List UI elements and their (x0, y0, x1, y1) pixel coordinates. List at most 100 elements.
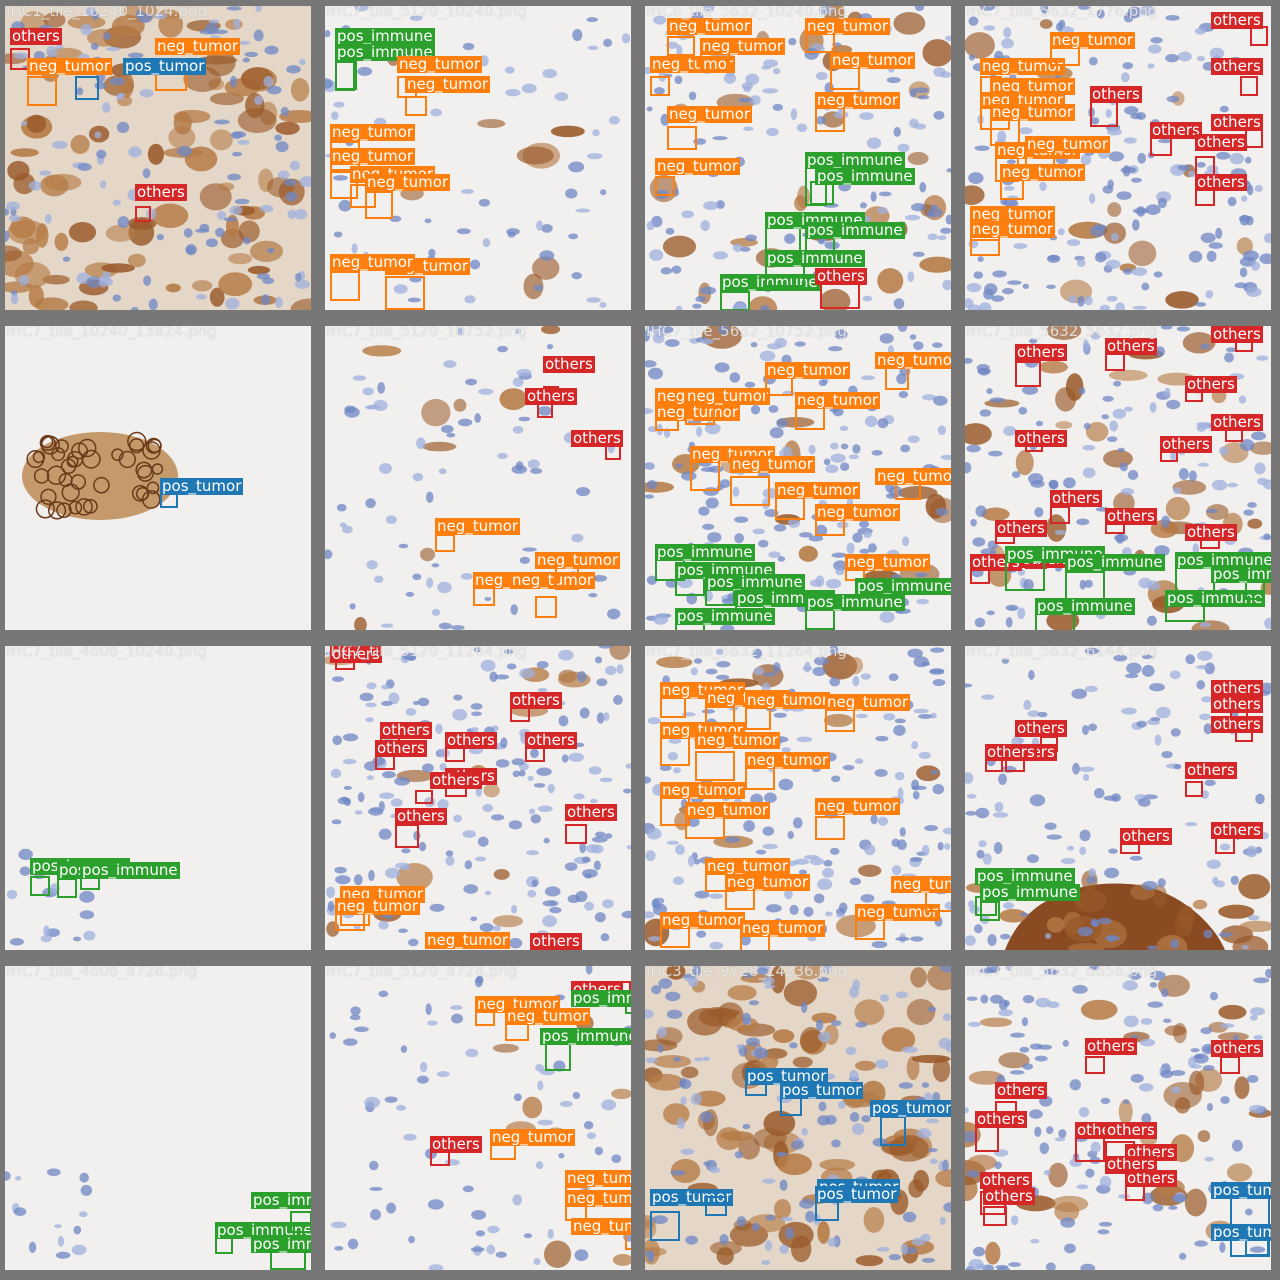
image-tile: IHC7_tile_4608_10240.pngpos_immunepos_im… (5, 646, 311, 950)
bounding-box (405, 96, 427, 116)
bounding-box (1050, 506, 1070, 524)
detection-label: others (571, 429, 623, 447)
detection-label: neg_tumor (571, 1218, 631, 1235)
detection-label: neg_tumor (490, 1128, 576, 1146)
detection-label: others (1105, 337, 1157, 355)
bounding-box (675, 576, 705, 596)
detection-label: others (543, 355, 595, 373)
bounding-box (745, 766, 775, 790)
detection-label: neg_tumor (435, 517, 521, 535)
detection-label: neg_tumor (830, 51, 916, 69)
tile-filename: IHC7_tile_5120_10240.png (326, 6, 527, 20)
detection-label: others (510, 691, 562, 709)
tissue-image (6, 848, 96, 946)
detection-label: neg_tumor (330, 253, 416, 271)
detection-label: neg_tumor (875, 352, 951, 369)
bounding-box (135, 206, 151, 222)
tile-filename: IHC6_tile_5632_10240.png (646, 6, 847, 20)
detection-label: neg_tumor (397, 55, 483, 73)
detection-label: others (380, 721, 432, 739)
detection-label: pos_immune (805, 593, 905, 611)
bounding-box (1240, 76, 1258, 96)
image-tile: IHC3_tile_9728_14336.png pos_tumor pos_tum… (645, 966, 951, 1270)
detection-label: neg_tumor (725, 873, 811, 891)
bounding-box (730, 476, 770, 506)
tissue-image (645, 966, 951, 1270)
bounding-box (75, 76, 99, 100)
detection-label: neg_tumor (805, 17, 891, 35)
detection-label: others (1211, 1039, 1263, 1057)
detection-label: others (1015, 343, 1067, 361)
detection-label: neg_tumor (990, 103, 1076, 121)
tile-filename: IHC1_tile_10240_1024.png (6, 6, 207, 20)
bounding-box (290, 1211, 311, 1233)
detection-label: pos_immune (1211, 566, 1271, 583)
detection-label: pos_tumor (160, 477, 244, 495)
bounding-box (1090, 101, 1118, 127)
bounding-box (1150, 136, 1172, 156)
bounding-box (1220, 1056, 1240, 1074)
detection-label: pos_immune (571, 990, 631, 1007)
detection-label: neg_tumor (730, 455, 816, 473)
detection-label: neg_tumor (335, 897, 421, 915)
detection-label: pos_tumor (870, 1100, 951, 1117)
bounding-box (650, 76, 670, 96)
tile-filename: IHC7_tile_5632_11264.png (646, 646, 847, 660)
detection-label: neg_tumor (765, 361, 851, 379)
image-tile: IHC7_tile_5632_10752.png neg_tumor neg_tum… (645, 326, 951, 630)
detection-label: others (1195, 173, 1247, 191)
image-tile: IHC7_tile_5120_11264.png others others othe… (325, 646, 631, 950)
detection-label: pos_tumor (815, 1185, 899, 1203)
image-tile: IHC7_tile_5120_9728.png neg_tumor neg_tumo… (325, 966, 631, 1270)
detection-label: others (1150, 121, 1202, 139)
detection-label: others (375, 739, 427, 757)
detection-label: others (1120, 827, 1172, 845)
detection-label: pos_immune (251, 1236, 311, 1253)
detection-label: others (1211, 57, 1263, 75)
tissue-image (5, 1168, 93, 1259)
bounding-box (555, 566, 579, 590)
detection-label: pos_immune (655, 543, 755, 561)
detection-label: others (983, 1187, 1035, 1205)
detection-label: others (525, 387, 577, 405)
detection-label: others (1211, 715, 1263, 733)
bounding-box (660, 736, 690, 766)
detection-label: others (1195, 133, 1247, 151)
detection-label: neg_tumor (970, 220, 1056, 238)
bounding-box (385, 276, 425, 310)
detection-label: others (1211, 695, 1263, 713)
detection-label: others (985, 743, 1037, 761)
detection-label: pos_immune (765, 249, 865, 267)
detection-label: others (1160, 435, 1212, 453)
image-tile: IHC7_tile_5632_1776.png neg_tumor neg_tumo… (965, 6, 1271, 310)
bounding-box (1050, 46, 1080, 66)
bounding-box (1250, 26, 1268, 46)
bounding-box (980, 901, 1000, 921)
bounding-box (1005, 561, 1045, 591)
bounding-box (335, 61, 355, 91)
detection-label: others (530, 932, 582, 950)
detection-label: neg_tumor (795, 391, 881, 409)
tile-filename: IHC7_tile_5632_6144.png (966, 646, 1158, 660)
tile-filename: IHC7_tile_5632_1776.png (966, 6, 1158, 20)
detection-label: pos_immune (675, 607, 775, 625)
detection-label: others (1125, 1169, 1177, 1187)
bounding-box (775, 496, 805, 520)
detection-label: neg_tumor (660, 781, 746, 799)
bounding-box (27, 76, 57, 106)
detection-label: others (1090, 85, 1142, 103)
detection-label: neg_tumor (825, 693, 911, 711)
detection-label: others (330, 646, 382, 663)
detection-label: pos_immune (805, 221, 905, 239)
tile-filename: IHC3_tile_9728_14336.png (646, 966, 847, 980)
detection-label: neg_tumor (775, 481, 861, 499)
bounding-box (350, 184, 376, 208)
bounding-box (1185, 781, 1203, 797)
detection-label: others (1211, 11, 1263, 29)
bounding-box (330, 271, 360, 301)
tissue-image (22, 431, 178, 520)
detection-label: neg_tumor (655, 403, 741, 421)
detection-label: neg_tumor (700, 37, 786, 55)
bounding-box (660, 696, 686, 718)
bounding-box (690, 461, 720, 491)
